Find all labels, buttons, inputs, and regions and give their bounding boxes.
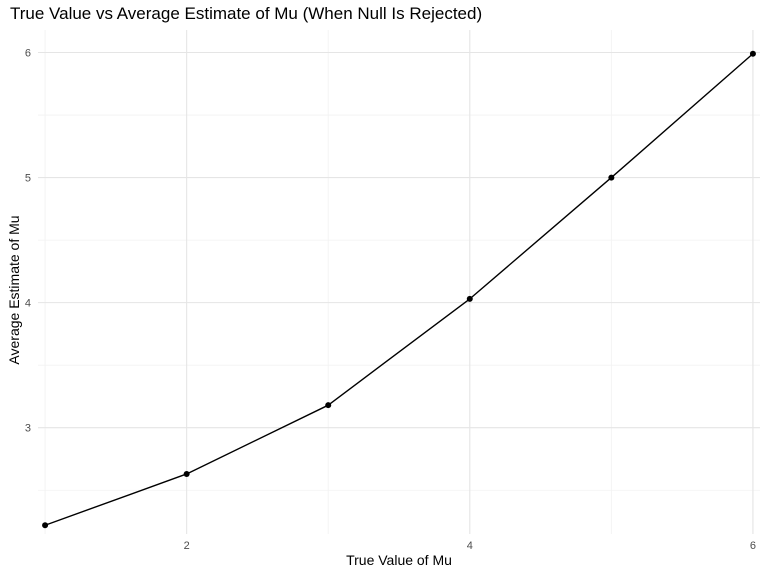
major-gridlines [38, 30, 760, 534]
x-axis-label: True Value of Mu [346, 552, 452, 568]
y-axis-label: Average Estimate of Mu [6, 215, 22, 365]
y-tick-label: 4 [25, 298, 31, 310]
data-point [749, 50, 756, 57]
data-point [608, 174, 615, 181]
data-point [183, 470, 190, 477]
data-point [325, 402, 332, 409]
y-tick-label: 5 [25, 173, 31, 185]
series-line [44, 53, 754, 526]
data-point [42, 522, 49, 529]
series-layer [42, 50, 756, 529]
x-tick-label: 2 [184, 540, 190, 552]
x-tick-label: 4 [467, 540, 473, 552]
x-tick-label: 6 [750, 540, 756, 552]
y-tick-label: 3 [25, 423, 31, 435]
data-point [466, 295, 473, 302]
chart-title: True Value vs Average Estimate of Mu (Wh… [10, 4, 483, 23]
tick-labels: 2 4 6 3 4 5 6 [25, 48, 756, 552]
y-tick-label: 6 [25, 48, 31, 60]
minor-gridlines [38, 30, 760, 534]
